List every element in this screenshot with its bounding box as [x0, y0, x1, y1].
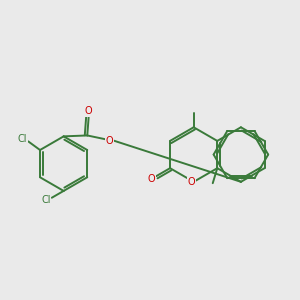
Text: Cl: Cl	[17, 134, 27, 144]
Text: O: O	[188, 177, 195, 187]
Text: Cl: Cl	[41, 196, 51, 206]
Text: O: O	[106, 136, 113, 146]
Text: O: O	[147, 174, 155, 184]
Text: O: O	[85, 106, 92, 116]
